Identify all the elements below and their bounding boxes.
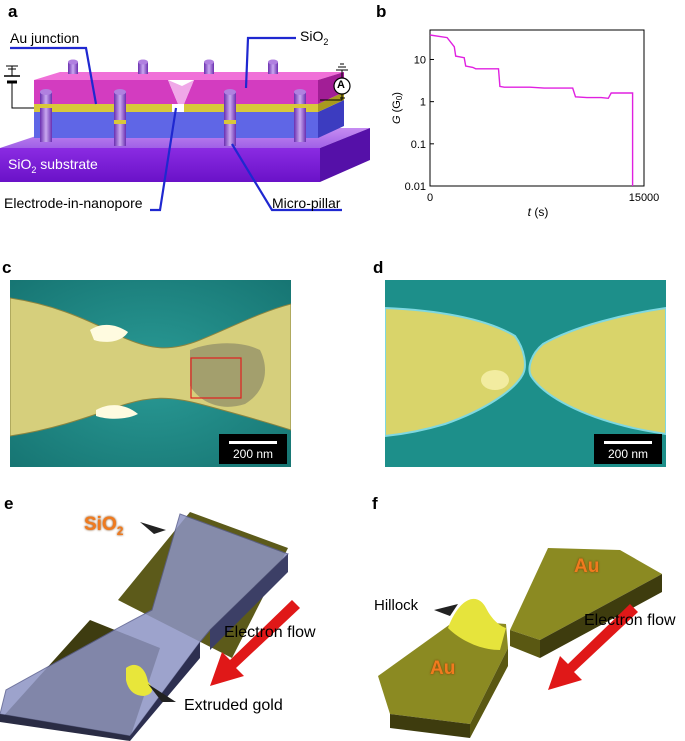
au-label-top: Au [574, 556, 600, 577]
y-tick-label: 0.01 [405, 181, 426, 193]
y-label-close: ) [391, 92, 403, 96]
scalebar-c-text: 200 nm [232, 447, 274, 461]
substrate-tail: substrate [36, 156, 98, 172]
y-label-var: G [391, 115, 403, 124]
sem-image-c: 200 nm [10, 280, 291, 467]
substrate-text: SiO [8, 156, 32, 172]
plot-frame [429, 29, 645, 187]
scalebar-d: 200 nm [594, 434, 662, 464]
sio2-e-subscript: 2 [116, 523, 124, 538]
electron-flow-label-f: Electron flow [584, 612, 676, 629]
y-tick-label: 0.1 [411, 139, 426, 151]
substrate-subscript: 2 [31, 164, 37, 175]
conductance-trace [429, 34, 634, 186]
y-axis-label: G (G0) [391, 92, 404, 124]
x-axis-label: t (s) [528, 205, 549, 219]
schematic-f [378, 548, 662, 738]
scalebar-d-text: 200 nm [607, 447, 649, 461]
panel-e-letter: e [4, 494, 14, 513]
electrode-label: Electrode-in-nanopore [4, 195, 143, 211]
y-tick-label: 10 [414, 54, 426, 66]
sio2-subscript: 2 [323, 36, 329, 47]
x-label-var: t [528, 205, 532, 219]
hillock-label: Hillock [374, 597, 419, 614]
sio2-label: SiO2 [300, 28, 328, 47]
schematic-e [0, 512, 300, 741]
panel-a-letter: a [8, 2, 18, 21]
sio2-e-text: SiO [84, 514, 117, 535]
micropillar-label: Micro-pillar [272, 195, 341, 211]
electron-flow-arrow-f [548, 604, 638, 690]
electron-flow-arrow [210, 600, 300, 686]
panel-c-letter: c [2, 258, 12, 277]
substrate-side [320, 128, 370, 182]
voltage-source-icon [4, 65, 20, 92]
au-label-bottom: Au [430, 658, 456, 679]
y-label-sub: 0 [395, 95, 404, 100]
y-label-unit: (G [391, 100, 403, 115]
au-pad-top [510, 548, 662, 640]
circuit-wire-left [11, 92, 34, 109]
ammeter-icon [320, 63, 351, 101]
x-tick-label: 15000 [629, 192, 660, 204]
sio2-text: SiO [300, 28, 324, 44]
highlight-box [190, 357, 242, 399]
panel-f-letter: f [372, 494, 378, 513]
x-label-unit: (s) [531, 205, 548, 219]
substrate-label: SiO2 substrate [8, 156, 98, 175]
sio2-label-e: SiO2 [84, 514, 123, 538]
extruded-gold-label: Extruded gold [184, 697, 283, 714]
sem-image-d: 200 nm [385, 280, 666, 467]
scalebar-c: 200 nm [219, 434, 287, 464]
au-junction-label: Au junction [10, 30, 80, 46]
device-schematic [0, 36, 370, 212]
hillock [448, 598, 506, 650]
au-pad-bottom [378, 620, 508, 724]
panel-d-letter: d [373, 258, 384, 277]
ammeter-letter: A [337, 79, 345, 91]
extruded-gold [126, 664, 153, 696]
electron-flow-label-e: Electron flow [224, 624, 316, 641]
y-tick-label: 1 [420, 97, 426, 109]
gold-electrode-d-right [528, 306, 666, 436]
panel-b-letter: b [376, 2, 387, 21]
x-tick-label: 0 [427, 192, 433, 204]
gold-electrode-d-left [385, 306, 526, 438]
